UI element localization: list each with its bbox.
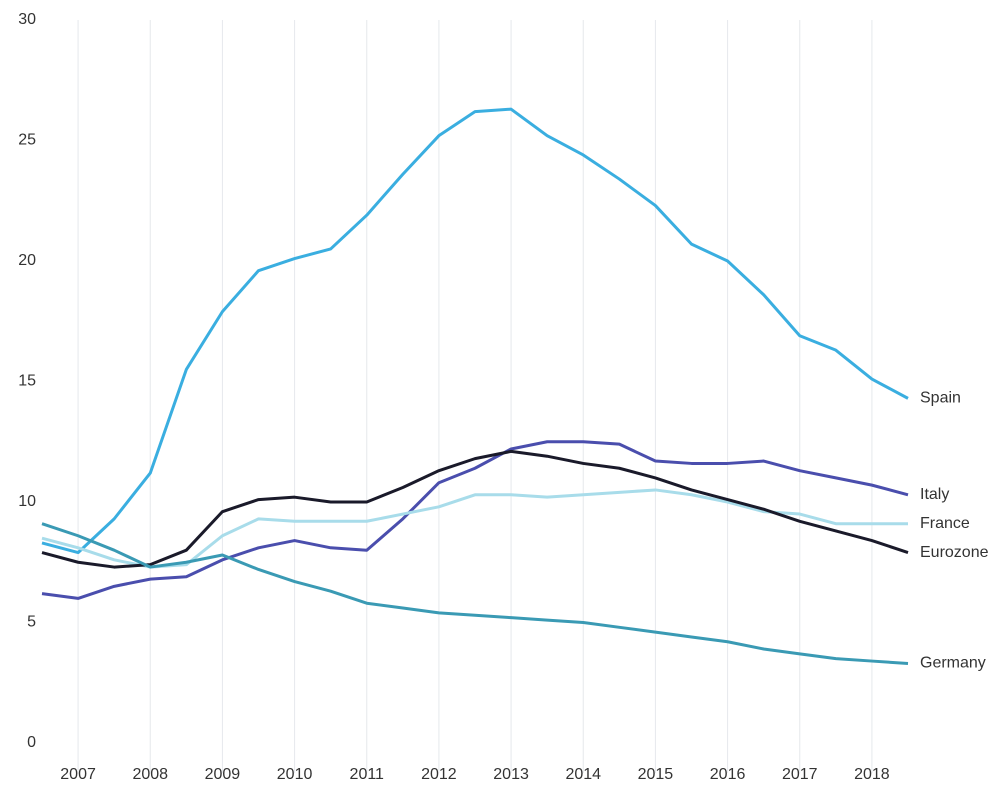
series-line — [41, 440, 909, 600]
series-label: Spain — [920, 390, 961, 407]
x-tick-label: 2016 — [710, 766, 746, 783]
y-tick-label: 10 — [18, 493, 36, 510]
x-tick-label: 2014 — [565, 766, 601, 783]
x-tick-label: 2009 — [205, 766, 241, 783]
x-tick-label: 2011 — [350, 766, 385, 783]
x-tick-label: 2017 — [782, 766, 818, 783]
series-label: Germany — [920, 655, 986, 672]
y-tick-label: 5 — [27, 614, 36, 631]
series-line — [41, 107, 909, 555]
series-line — [41, 522, 909, 665]
series-label: France — [920, 515, 970, 532]
series-label: Italy — [920, 486, 949, 503]
x-tick-label: 2018 — [854, 766, 890, 783]
y-tick-label: 20 — [18, 252, 36, 269]
series-label: Eurozone — [920, 544, 989, 561]
x-tick-label: 2013 — [493, 766, 529, 783]
x-tick-label: 2008 — [132, 766, 168, 783]
x-tick-label: 2007 — [60, 766, 96, 783]
y-tick-label: 0 — [27, 734, 36, 751]
series-line — [41, 488, 908, 569]
y-tick-label: 30 — [18, 11, 36, 28]
x-tick-label: 2015 — [638, 766, 674, 783]
x-tick-label: 2012 — [421, 766, 457, 783]
y-tick-label: 25 — [18, 132, 36, 149]
series-line — [41, 449, 909, 569]
x-tick-label: 2010 — [277, 766, 313, 783]
y-tick-label: 15 — [18, 373, 36, 390]
